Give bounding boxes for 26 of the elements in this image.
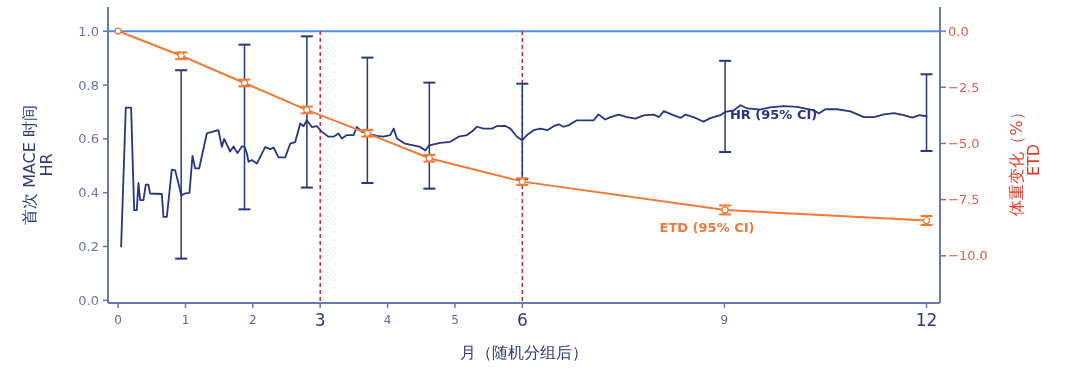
y-tick-label: 0.2 [78,238,99,254]
x-tick-label: 9 [720,313,729,327]
x-tick-label: 2 [249,313,257,327]
y-tick-label: 0.8 [78,77,99,93]
y2-tick-label: 0.0 [948,23,969,39]
x-tick-label: 5 [451,313,459,327]
series-label: HR (95% CI) [729,107,818,123]
x-axis-title: 月（随机分组后） [460,343,588,362]
y-tick-label: 1.0 [78,23,99,39]
point [114,27,122,35]
x-tick-label: 12 [915,310,938,330]
y-tick-label: 0.0 [78,292,99,308]
y-tick-label: 0.6 [78,131,99,147]
y2-axis-title: 体重变化（%） ETD [1006,104,1044,216]
series-label: ETD (95% CI) [659,219,755,235]
x-tick-label: 3 [314,310,326,330]
x-tick-label: 0 [114,313,122,327]
y-tick-label: 0.4 [78,185,99,201]
y2-tick-label: −5.0 [948,135,980,151]
x-tick-label: 6 [516,310,528,330]
y-axis-title: 首次 MACE 时间 HR [19,105,57,225]
y2-tick-label: −7.5 [948,192,980,208]
x-tick-label: 4 [383,313,392,327]
y2-tick-label: −10.0 [948,248,988,264]
y2-tick-label: −2.5 [948,79,980,95]
x-tick-label: 1 [181,313,190,327]
